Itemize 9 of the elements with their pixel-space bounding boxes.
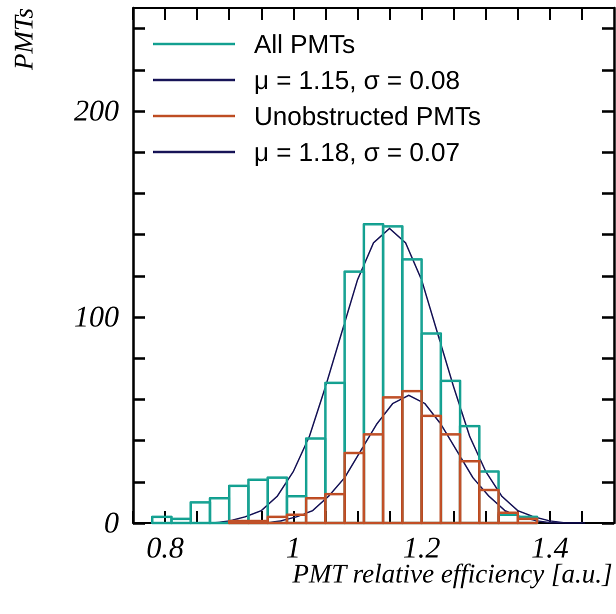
legend-label: μ = 1.15, σ = 0.08 [254, 65, 460, 95]
legend-label: Unobstructed PMTs [254, 101, 481, 131]
legend-label: All PMTs [254, 29, 356, 59]
x-tick-label: 0.8 [146, 532, 184, 564]
y-axis-title: PMTs [8, 8, 38, 72]
y-tick-label: 0 [104, 506, 119, 540]
y-tick-label: 100 [74, 300, 119, 334]
legend-label: μ = 1.18, σ = 0.07 [254, 137, 460, 167]
y-tick-label: 200 [74, 94, 119, 128]
